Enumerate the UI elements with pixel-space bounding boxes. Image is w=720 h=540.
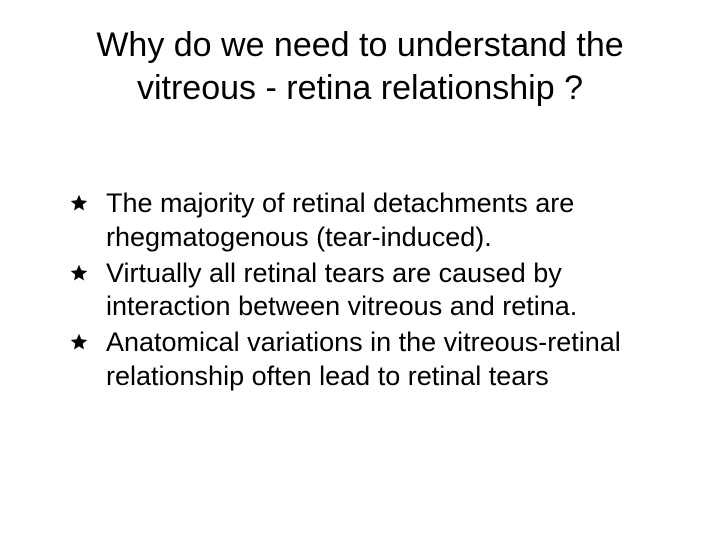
bullet-list: The majority of retinal detachments are … bbox=[48, 187, 672, 394]
bullet-text: The majority of retinal detachments are … bbox=[106, 188, 574, 252]
bullet-text: Virtually all retinal tears are caused b… bbox=[106, 258, 577, 322]
bullet-text: Anatomical variations in the vitreous-re… bbox=[106, 327, 621, 391]
slide: Why do we need to understand the vitreou… bbox=[0, 0, 720, 540]
list-item: Virtually all retinal tears are caused b… bbox=[76, 257, 672, 325]
slide-title: Why do we need to understand the vitreou… bbox=[48, 24, 672, 109]
star-icon bbox=[70, 333, 88, 351]
list-item: The majority of retinal detachments are … bbox=[76, 187, 672, 255]
star-icon bbox=[70, 194, 88, 212]
list-item: Anatomical variations in the vitreous-re… bbox=[76, 326, 672, 394]
star-icon bbox=[70, 264, 88, 282]
